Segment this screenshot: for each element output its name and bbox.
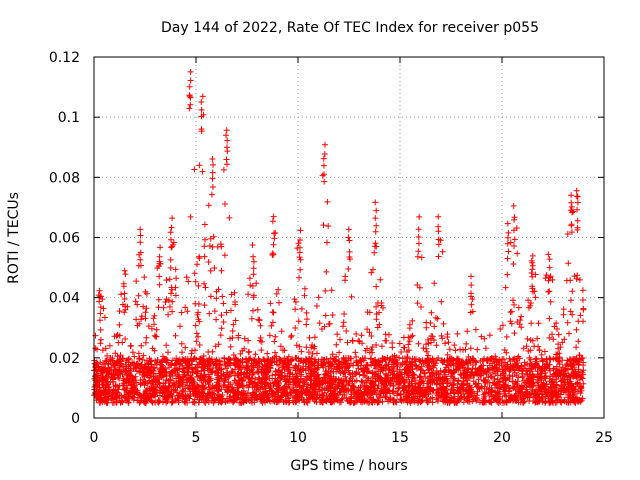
y-tick-label: 0.12	[49, 50, 80, 66]
y-tick-label: 0.06	[49, 231, 80, 247]
x-tick-label: 0	[90, 430, 99, 446]
x-tick-label: 15	[391, 430, 409, 446]
x-tick-label: 20	[493, 430, 511, 446]
x-tick-label: 25	[595, 430, 613, 446]
y-tick-label: 0.08	[49, 170, 80, 186]
x-axis-label: GPS time / hours	[290, 458, 407, 474]
y-tick-label: 0.04	[49, 291, 80, 307]
chart-title: Day 144 of 2022, Rate Of TEC Index for r…	[161, 20, 539, 36]
y-tick-label: 0	[71, 411, 80, 427]
roti-series-markers	[91, 68, 587, 406]
tick-labels: 0 5 10 15 20 25 0 0.02 0.04 0.06 0.08 0.1 0.12	[49, 50, 613, 446]
y-tick-label: 0.1	[58, 110, 80, 126]
data-points	[91, 68, 587, 406]
y-axis-label: ROTI / TECUs	[6, 192, 22, 284]
y-tick-label: 0.02	[49, 351, 80, 367]
x-tick-label: 5	[192, 430, 201, 446]
axis-ticks	[93, 56, 605, 419]
x-tick-label: 10	[289, 430, 307, 446]
